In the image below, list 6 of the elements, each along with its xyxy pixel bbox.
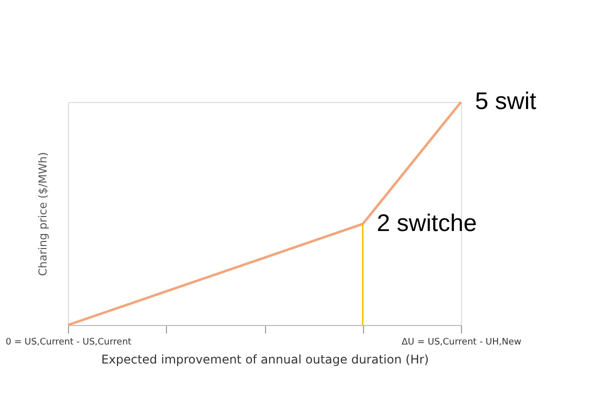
text: 5 swit bbox=[475, 88, 537, 115]
x-tick-label: 0 = US,Current - US,Current bbox=[6, 338, 132, 348]
y-axis-title: Charing price ($/MWh) bbox=[36, 152, 50, 276]
annotation: 2 switche bbox=[376, 210, 477, 237]
x-axis-title: Expected improvement of annual outage duration (Hr) bbox=[101, 352, 429, 366]
x-tick-label: ΔU = US,Current - UH,New bbox=[402, 338, 522, 348]
